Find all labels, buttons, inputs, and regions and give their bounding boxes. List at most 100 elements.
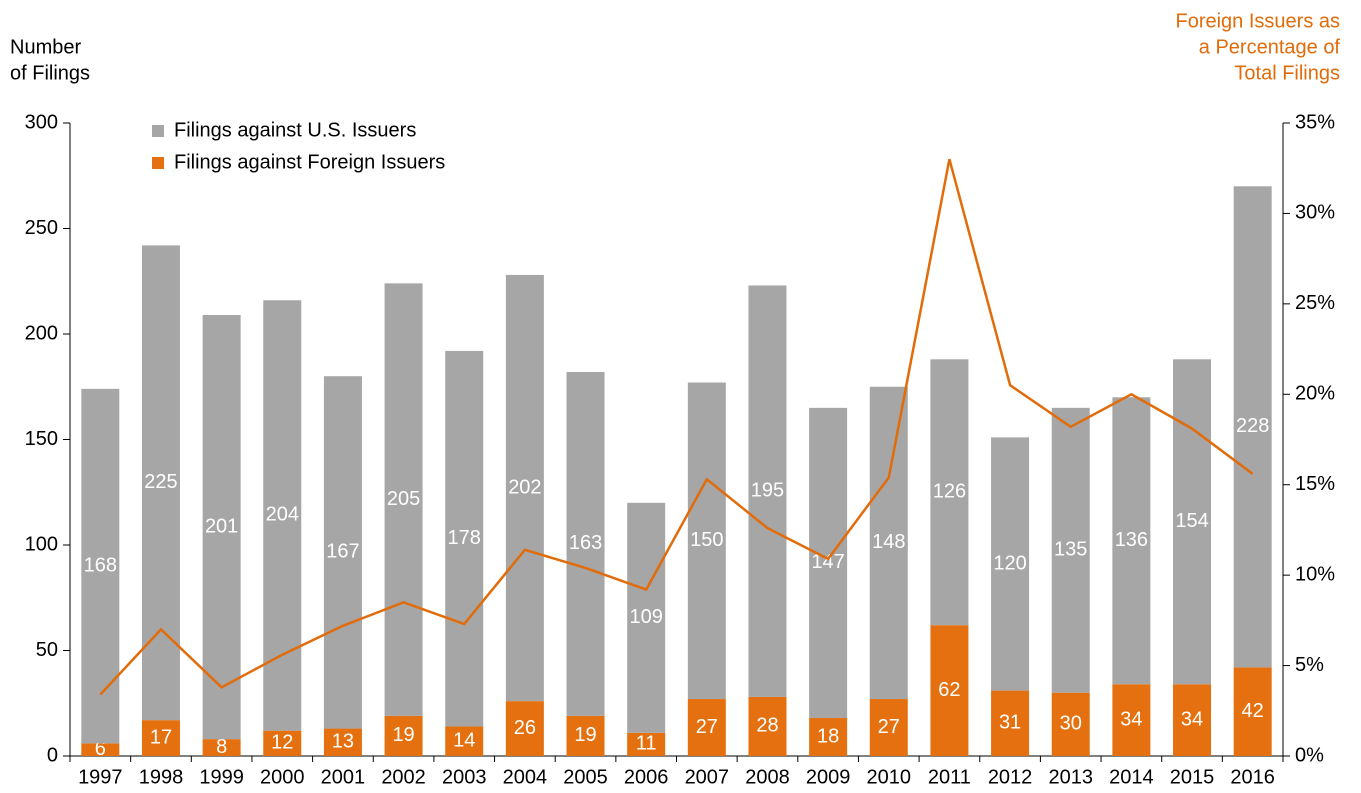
bar-segment [1112,397,1151,685]
y2-tick-label: 25% [1295,292,1335,314]
legend-label: Filings against Foreign Issuers [174,151,445,173]
percentage-line [99,158,1254,696]
bar-segment [384,283,423,716]
data-label: 19 [574,724,596,746]
y2-tick-label: 15% [1295,473,1335,495]
data-label: 19 [392,724,414,746]
bar-segment [687,382,726,700]
y2-axis-title: Foreign Issuers as [1175,10,1340,32]
data-label: 14 [453,730,475,752]
x-tick-label: 2001 [321,766,366,788]
bar-segment [505,274,544,702]
bar-segment [323,376,362,729]
data-label: 126 [933,481,966,503]
bar-segment [1233,667,1272,756]
data-label: 148 [872,531,905,553]
x-tick-label: 2009 [806,766,851,788]
y-tick-label: 200 [25,322,58,344]
data-label: 11 [636,733,657,755]
bar-segment [505,701,544,756]
y2-tick-label: 0% [1295,744,1324,766]
y-tick-label: 50 [36,639,58,661]
bar-segment [445,350,484,727]
y-tick-label: 0 [47,744,58,766]
data-label: 34 [1181,708,1203,730]
bar-segment [991,437,1030,691]
data-label: 228 [1236,415,1269,437]
data-label: 163 [569,532,602,554]
y-tick-label: 250 [25,217,58,239]
x-tick-label: 2012 [988,766,1033,788]
data-label: 154 [1175,510,1208,532]
bar-segment [141,720,180,756]
y2-tick-label: 5% [1295,654,1324,676]
x-tick-label: 2004 [503,766,548,788]
bar-segment [1173,684,1212,756]
data-label: 195 [751,479,784,501]
data-label: 26 [514,717,536,739]
data-label: 120 [993,552,1026,574]
bar-segment [566,371,605,716]
data-label: 204 [266,504,299,526]
bar-segment [202,315,241,740]
bar-segment [202,739,241,756]
legend-label: Filings against U.S. Issuers [174,119,416,141]
y-tick-label: 100 [25,533,58,555]
bar-segment [991,690,1030,756]
data-label: 147 [811,551,844,573]
x-tick-label: 1997 [78,766,123,788]
y2-axis-title: a Percentage of [1199,36,1341,58]
data-label: 8 [216,736,227,758]
data-label: 136 [1115,529,1148,551]
y2-tick-label: 35% [1295,111,1335,133]
bar-segment [869,699,908,756]
bar-segment [445,726,484,756]
y-tick-label: 300 [25,111,58,133]
bar-segment [809,407,848,719]
data-label: 13 [332,731,354,753]
bar-segment [263,300,302,731]
legend-swatch [152,157,164,169]
data-label: 168 [84,554,117,576]
data-label: 205 [387,488,420,510]
x-tick-label: 2002 [381,766,426,788]
bar-segment [869,386,908,700]
x-tick-label: 1998 [139,766,184,788]
y-tick-label: 150 [25,428,58,450]
bar-segment [627,732,666,756]
data-label: 31 [999,712,1021,734]
data-label: 30 [1060,713,1082,735]
bar-segment [748,696,787,756]
bar-segment [930,625,969,756]
x-tick-label: 2016 [1230,766,1275,788]
x-tick-label: 1999 [199,766,244,788]
x-tick-label: 2013 [1048,766,1093,788]
x-tick-label: 2007 [685,766,730,788]
data-label: 17 [150,726,172,748]
y2-tick-label: 20% [1295,383,1335,405]
data-label: 167 [326,541,359,563]
data-label: 12 [271,732,293,754]
bar-segment [687,699,726,756]
data-label: 135 [1054,539,1087,561]
bar-segment [323,728,362,756]
x-tick-label: 2011 [928,766,971,788]
bar-segment [81,743,120,756]
bar-segment [627,502,666,733]
y2-tick-label: 10% [1295,563,1335,585]
bar-segment [1233,186,1272,668]
data-label: 178 [448,527,481,549]
data-label: 34 [1120,708,1142,730]
data-label: 27 [878,716,900,738]
x-tick-label: 2008 [745,766,790,788]
x-tick-label: 2006 [624,766,669,788]
data-label: 62 [938,679,960,701]
bar-segment [1173,359,1212,685]
x-tick-label: 2005 [563,766,608,788]
bar-segment [566,715,605,756]
x-tick-label: 2003 [442,766,487,788]
x-tick-label: 2000 [260,766,305,788]
y2-axis-title: Total Filings [1234,62,1340,84]
bar-segment [809,718,848,756]
